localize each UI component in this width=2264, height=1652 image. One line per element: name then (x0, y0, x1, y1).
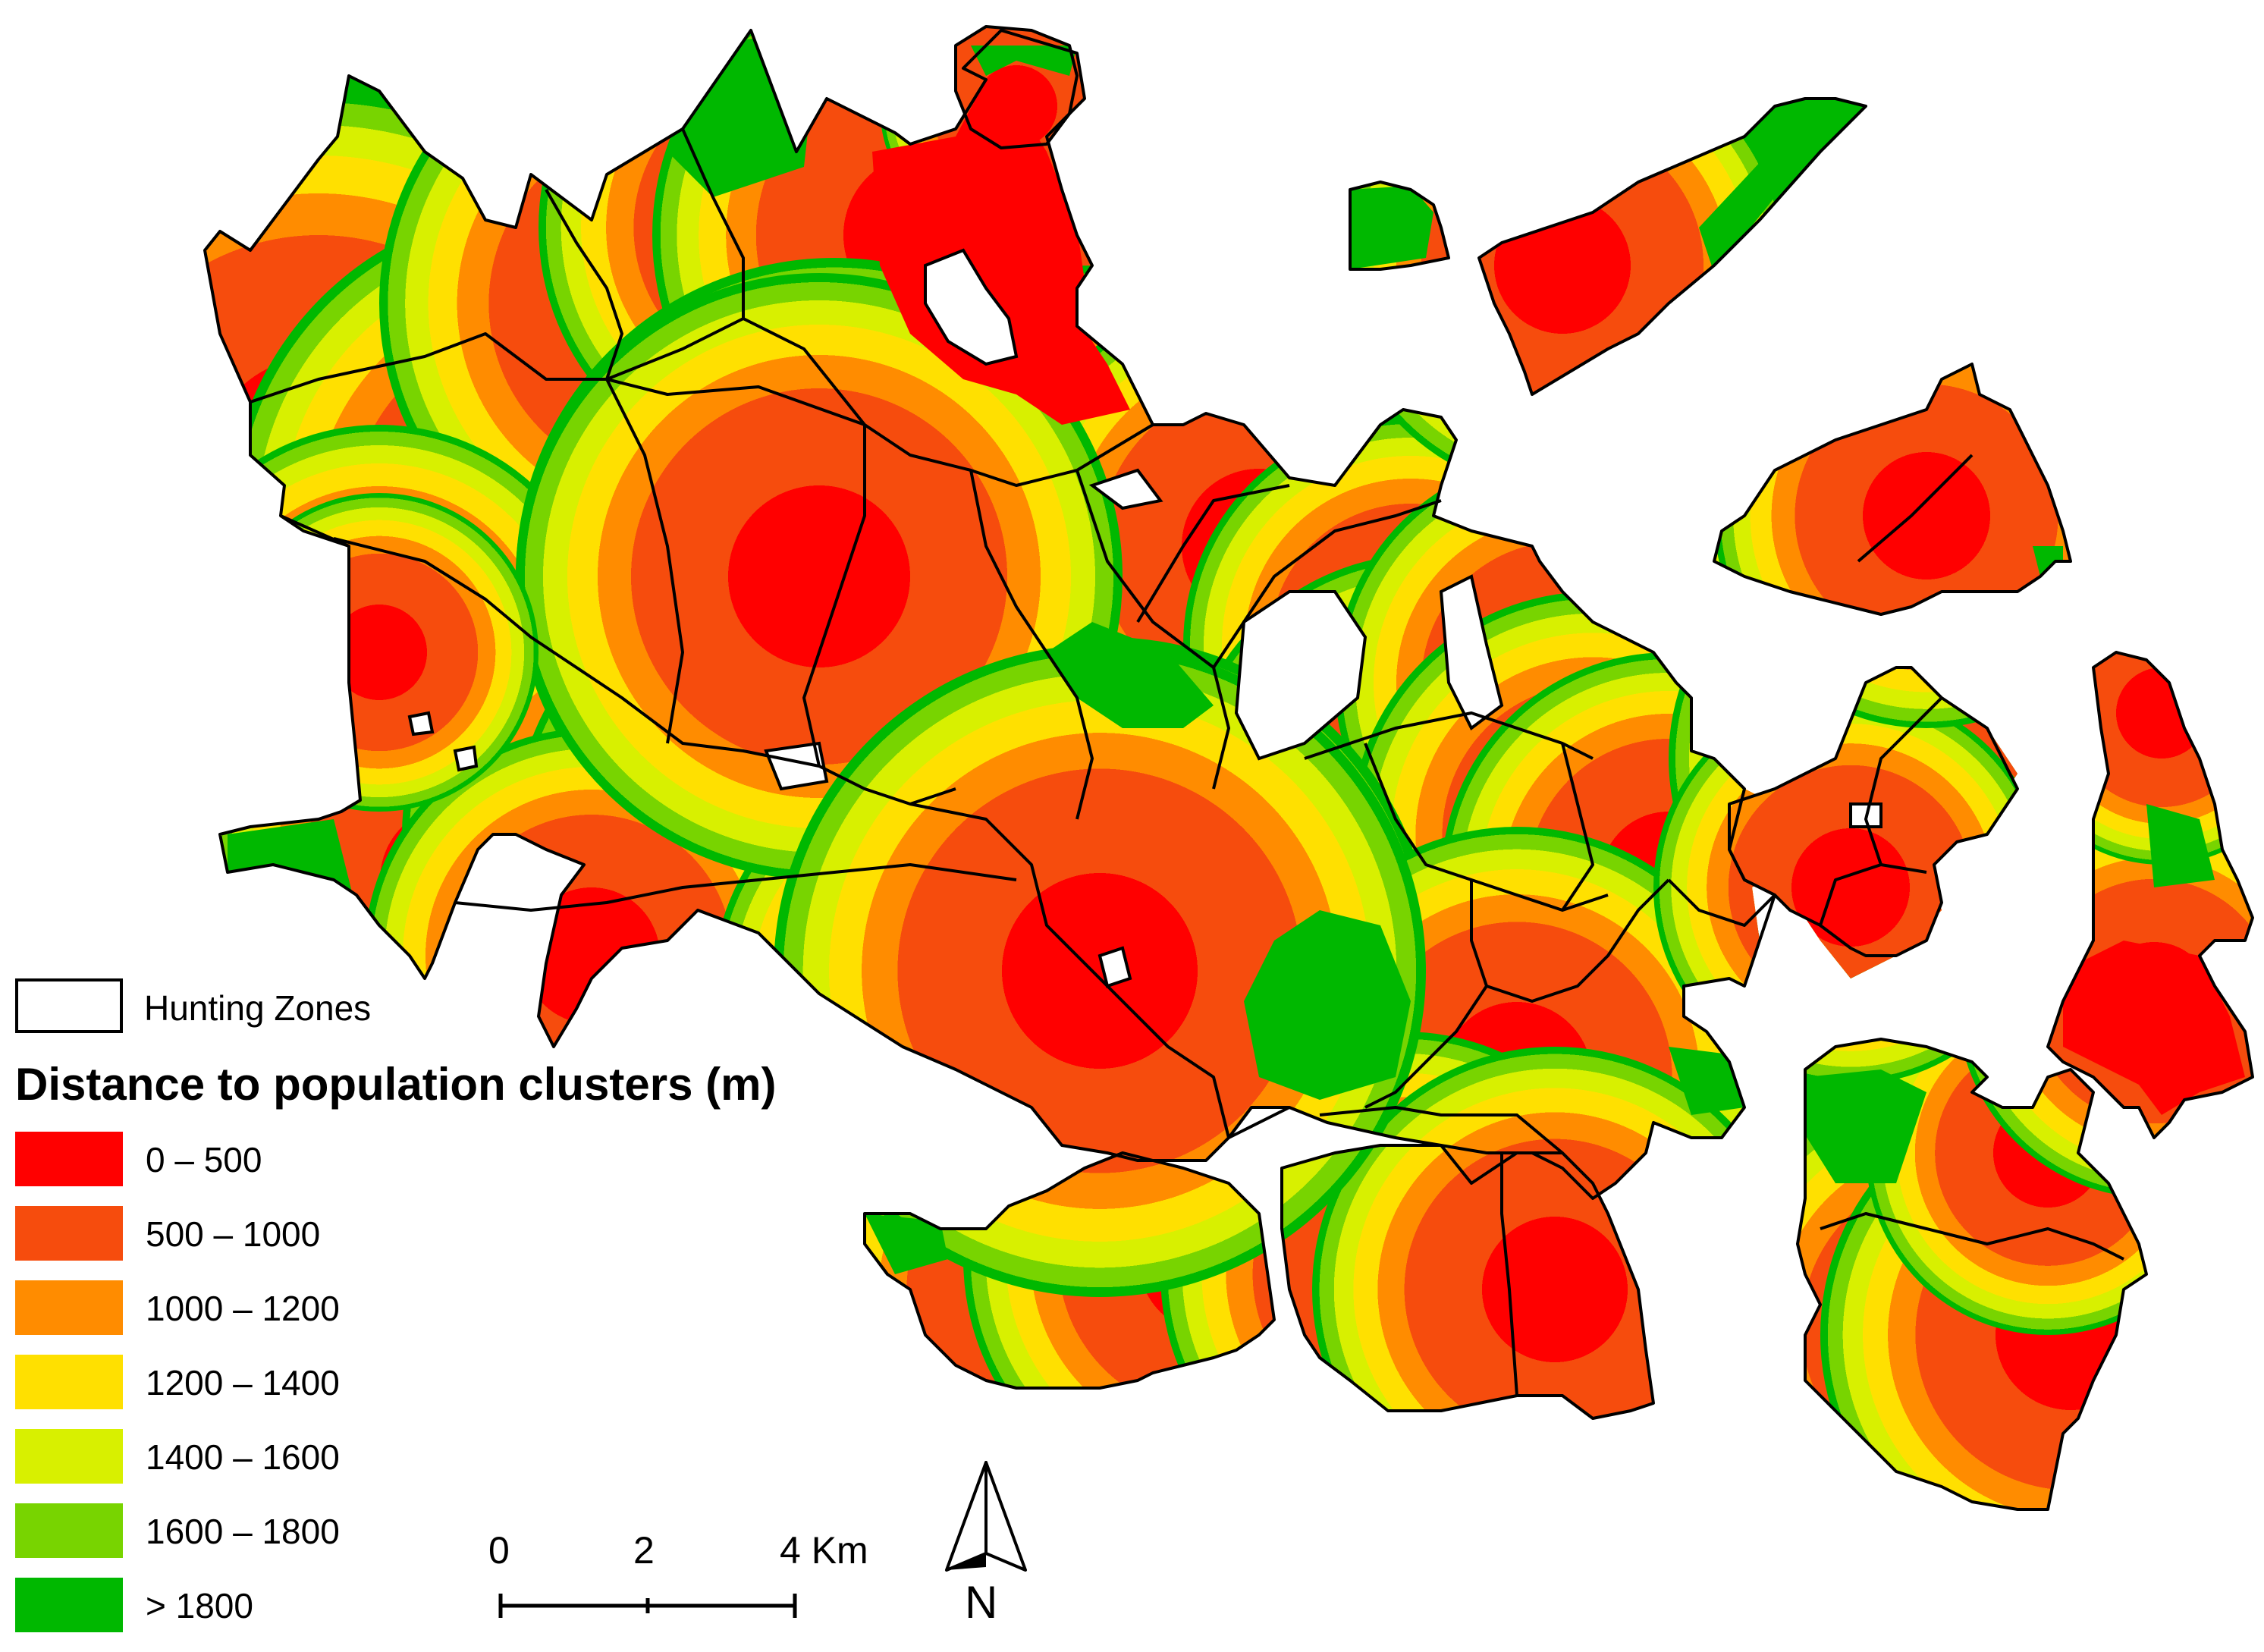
legend-class-label: 1200 – 1400 (146, 1363, 340, 1402)
legend-class-label: 500 – 1000 (146, 1214, 321, 1254)
legend-swatch (15, 1578, 123, 1632)
legend-swatch (15, 1132, 123, 1186)
legend-class-label: 1400 – 1600 (146, 1437, 340, 1477)
legend-class-label: 1000 – 1200 (146, 1289, 340, 1328)
legend-class-label: 1600 – 1800 (146, 1512, 340, 1551)
north-arrow: N (933, 1456, 1039, 1631)
legend-class-label: > 1800 (146, 1586, 253, 1625)
legend-swatch (15, 1503, 123, 1558)
scale-bar-line (498, 1594, 797, 1618)
scale-bar: 0 2 4 Km (478, 1528, 868, 1627)
hunting-zone-boundaries (203, 25, 2254, 1511)
legend-swatch (15, 1355, 123, 1409)
north-arrow-icon (945, 1461, 1027, 1572)
hunting-zone-label: Hunting Zones (144, 988, 372, 1028)
scale-tick-0: 0 (488, 1529, 510, 1572)
map-holes (407, 248, 1882, 988)
north-label: N (965, 1577, 998, 1628)
legend-title: Distance to population clusters (m) (15, 1059, 777, 1110)
scale-tick-4: 4 Km (780, 1529, 868, 1572)
legend-class-label: 0 – 500 (146, 1140, 262, 1179)
legend-swatch (15, 1280, 123, 1335)
scale-tick-2: 2 (633, 1529, 655, 1572)
legend-swatch (15, 1429, 123, 1484)
hunting-zone-swatch (15, 978, 123, 1033)
legend-swatch (15, 1206, 123, 1261)
